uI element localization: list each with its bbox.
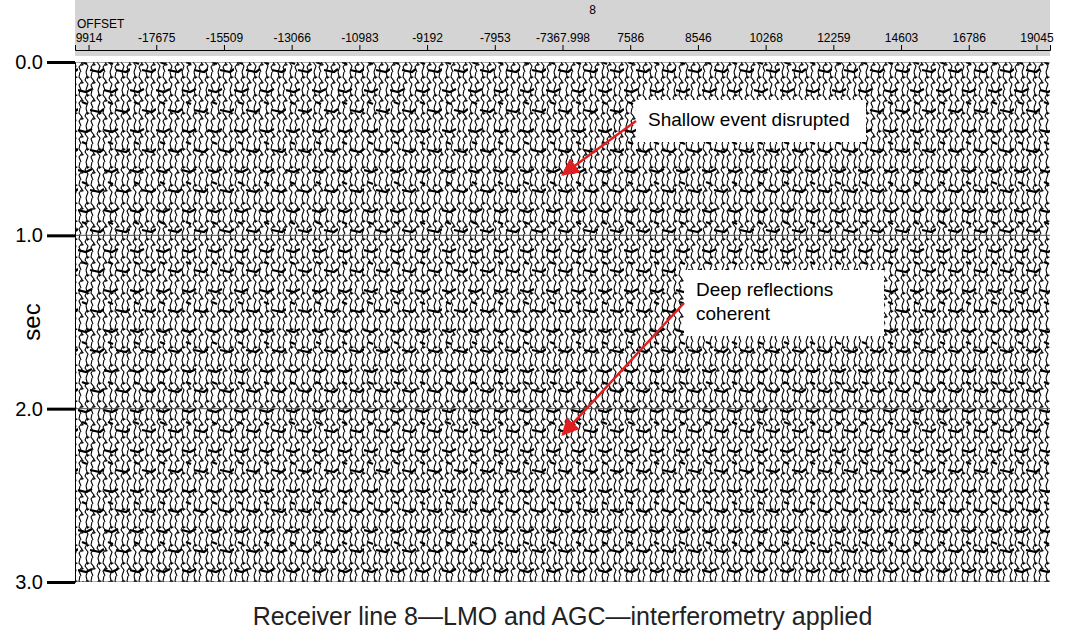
annotation: Deep reflectionscoherent bbox=[684, 270, 884, 336]
x-axis-line bbox=[76, 45, 1051, 51]
x-axis-title: OFFSET bbox=[77, 17, 125, 31]
x-tick-mark bbox=[89, 45, 90, 50]
x-axis: 9914 -17675 -15509 -13066 -10983 -9192 -7953 -7… bbox=[76, 31, 1054, 51]
x-tick: -9192 bbox=[412, 31, 443, 50]
y-tick-label: 1.0 bbox=[15, 224, 43, 246]
x-tick-mark bbox=[698, 45, 699, 50]
x-tick-mark bbox=[359, 45, 360, 50]
plot-background bbox=[75, 62, 1050, 582]
x-tick-mark bbox=[563, 45, 564, 50]
annotation-arrow bbox=[563, 121, 637, 175]
x-tick-label: 7586 bbox=[617, 31, 644, 45]
x-tick-label: 12259 bbox=[817, 31, 851, 45]
x-tick-label: -13066 bbox=[273, 31, 311, 45]
y-axis-title: sec bbox=[18, 303, 45, 340]
grid-line bbox=[75, 582, 1050, 583]
x-tick: -17675 bbox=[138, 31, 176, 50]
annotation: Shallow event disrupted bbox=[636, 100, 866, 142]
x-tick: 19045 bbox=[1020, 31, 1054, 50]
y-tick-label: 2.0 bbox=[15, 398, 43, 420]
x-tick-label: 10268 bbox=[749, 31, 783, 45]
x-tick-label: 9914 bbox=[76, 31, 103, 45]
x-tick: -7367.998 bbox=[536, 31, 590, 50]
x-tick-mark bbox=[630, 45, 631, 50]
x-tick: 10268 bbox=[749, 31, 783, 50]
y-tick-label: 0.0 bbox=[15, 51, 43, 73]
x-tick-label: -7367.998 bbox=[536, 31, 590, 45]
plot-area bbox=[75, 62, 1050, 582]
x-tick: 7586 bbox=[617, 31, 644, 50]
x-tick: 8546 bbox=[685, 31, 712, 50]
annotation-box bbox=[636, 100, 866, 142]
grid-line bbox=[75, 62, 1050, 63]
x-tick-label: 16786 bbox=[953, 31, 987, 45]
x-tick-label: -10983 bbox=[341, 31, 379, 45]
y-tick-mark bbox=[47, 61, 75, 64]
chart: 9914 -17675 -15509 -13066 -10983 -9192 -7953 -7… bbox=[0, 0, 1073, 639]
trace-texture bbox=[75, 62, 1050, 582]
header-label: 8 bbox=[589, 3, 596, 17]
annotations: Shallow event disrupted Deep reflectionsc… bbox=[563, 100, 885, 435]
x-tick-mark bbox=[766, 45, 767, 50]
y-axis-line bbox=[47, 63, 76, 583]
header-band bbox=[75, 0, 1050, 56]
x-tick-label: -9192 bbox=[412, 31, 443, 45]
y-tick-label: 3.0 bbox=[15, 571, 43, 593]
x-tick: -13066 bbox=[273, 31, 311, 50]
x-tick-mark bbox=[1036, 45, 1037, 50]
x-tick: 16786 bbox=[953, 31, 987, 50]
x-tick-mark bbox=[969, 45, 970, 50]
x-tick-label: 14603 bbox=[885, 31, 919, 45]
y-axis: 0.0 1.0 2.0 3.0 bbox=[15, 51, 75, 593]
x-tick-label: -7953 bbox=[480, 31, 511, 45]
x-tick-mark bbox=[292, 45, 293, 50]
annotation-arrow bbox=[563, 303, 685, 435]
x-tick-mark bbox=[833, 45, 834, 50]
x-tick: 9914 bbox=[76, 31, 103, 50]
y-tick-mark bbox=[47, 581, 75, 584]
x-tick-mark bbox=[427, 45, 428, 50]
chart-title: Receiver line 8—LMO and AGC—interferomet… bbox=[253, 602, 873, 630]
grid-line bbox=[75, 235, 1050, 236]
x-tick-label: -15509 bbox=[206, 31, 244, 45]
y-tick: 3.0 bbox=[15, 571, 75, 593]
x-tick-label: -17675 bbox=[138, 31, 176, 45]
y-tick: 2.0 bbox=[15, 398, 75, 420]
x-tick-mark bbox=[901, 45, 902, 50]
trace-texture bbox=[75, 62, 1050, 582]
x-tick-label: 8546 bbox=[685, 31, 712, 45]
y-tick-mark bbox=[47, 408, 75, 411]
x-tick-mark bbox=[156, 45, 157, 50]
annotation-box bbox=[684, 270, 884, 336]
x-tick-mark bbox=[495, 45, 496, 50]
x-tick: 14603 bbox=[885, 31, 919, 50]
x-tick: 12259 bbox=[817, 31, 851, 50]
x-tick: -10983 bbox=[341, 31, 379, 50]
y-tick-mark bbox=[47, 234, 75, 237]
x-tick: -7953 bbox=[480, 31, 511, 50]
y-tick: 0.0 bbox=[15, 51, 75, 73]
x-tick-mark bbox=[224, 45, 225, 50]
grid-line bbox=[75, 408, 1050, 409]
annotation-text: Deep reflectionscoherent bbox=[696, 279, 833, 324]
annotation-text: Shallow event disrupted bbox=[648, 109, 850, 130]
x-tick: -15509 bbox=[206, 31, 244, 50]
x-tick-label: 19045 bbox=[1020, 31, 1054, 45]
y-tick: 1.0 bbox=[15, 224, 75, 246]
